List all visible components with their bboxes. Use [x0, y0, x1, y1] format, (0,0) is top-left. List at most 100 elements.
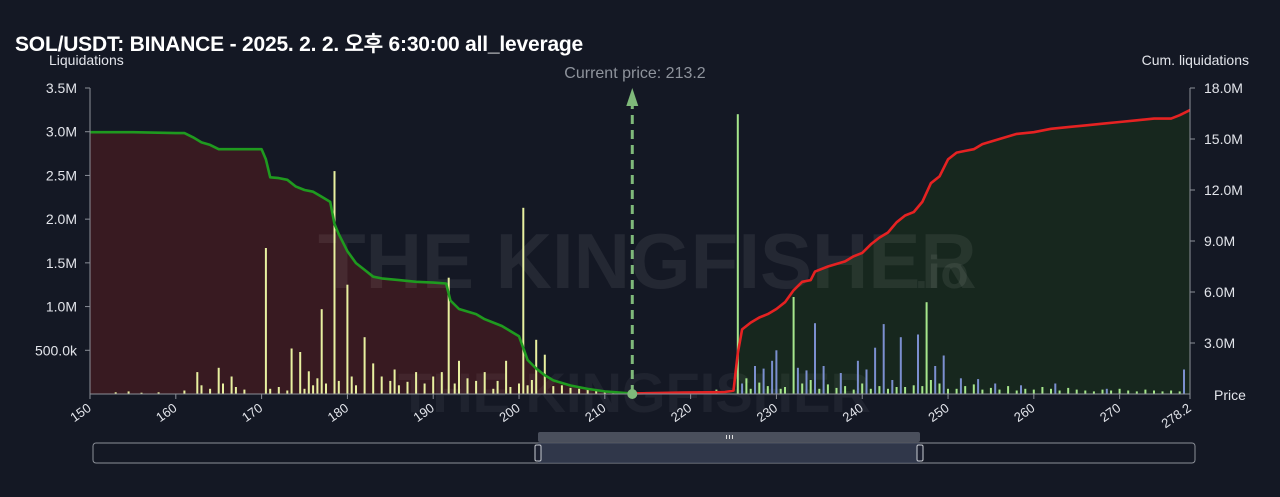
long-liquidation-bar: [316, 378, 319, 394]
right-tick-label: 12.0M: [1204, 182, 1243, 198]
short-liquidation-bar: [934, 366, 937, 394]
short-liquidation-bar: [1178, 391, 1181, 394]
short-liquidation-bar: [822, 366, 825, 394]
long-liquidation-bar: [393, 369, 396, 394]
price-axis-title: Price: [1214, 387, 1246, 403]
long-liquidation-bar: [595, 390, 598, 394]
long-liquidation-bar: [397, 385, 400, 394]
long-liquidation-bar: [475, 380, 478, 394]
x-tick-label: 250: [925, 400, 951, 425]
short-liquidation-bar: [736, 114, 739, 394]
short-liquidation-bar: [835, 387, 838, 394]
long-liquidation-bar: [350, 376, 353, 394]
long-liquidation-bar: [505, 360, 508, 394]
right-tick-label: 18.0M: [1204, 80, 1243, 96]
long-liquidation-bar: [406, 381, 409, 394]
short-liquidation-bar: [805, 370, 808, 394]
short-liquidation-bar: [1092, 391, 1095, 394]
short-liquidation-bar: [904, 387, 907, 394]
short-liquidation-bar: [1084, 390, 1087, 394]
short-liquidation-bar: [959, 378, 962, 394]
long-liquidation-bar: [458, 360, 460, 394]
long-liquidation-bar: [363, 337, 366, 394]
short-liquidation-bar: [989, 387, 992, 394]
long-liquidation-bar: [526, 385, 529, 394]
long-liquidation-bar: [230, 376, 233, 394]
short-liquidation-bar: [1161, 391, 1164, 394]
long-liquidation-bar: [209, 388, 212, 394]
short-liquidation-bar: [1170, 390, 1173, 394]
long-liquidation-bar: [217, 367, 220, 394]
short-liquidation-bar: [895, 387, 898, 394]
long-liquidation-bar: [196, 372, 199, 394]
long-liquidation-bar: [372, 363, 375, 394]
left-tick-label: 2.0M: [46, 211, 77, 227]
x-tick-label: 160: [153, 400, 179, 425]
long-liquidation-bar: [586, 389, 589, 394]
long-liquidation-bar: [578, 388, 581, 394]
range-navigator[interactable]: [92, 432, 1196, 464]
grip-icon: [726, 435, 733, 439]
x-tick-label: 270: [1097, 400, 1123, 425]
short-liquidation-bar: [775, 350, 778, 394]
short-liquidation-bar: [964, 386, 967, 394]
short-liquidation-bar: [882, 324, 885, 394]
long-cumulative-area: [90, 132, 633, 394]
short-liquidation-bar: [921, 386, 924, 394]
long-liquidation-bar: [466, 378, 469, 394]
short-liquidation-bar: [874, 347, 877, 394]
long-liquidation-bar: [346, 284, 349, 394]
short-liquidation-bar: [852, 389, 855, 394]
navigator-handle-left[interactable]: [534, 444, 542, 462]
left-tick-label: 3.5M: [46, 80, 77, 96]
long-liquidation-bar: [299, 352, 302, 394]
long-liquidation-bar: [509, 387, 512, 394]
short-liquidation-bar: [779, 388, 782, 394]
short-liquidation-bar: [899, 337, 902, 394]
left-axis-title: Liquidations: [49, 52, 124, 68]
long-liquidation-bar: [127, 391, 130, 394]
navigator-selection[interactable]: [538, 443, 920, 463]
liquidation-bars: [114, 114, 1185, 394]
short-liquidation-bar: [1024, 388, 1027, 394]
long-liquidation-bar: [552, 386, 555, 394]
short-liquidation-bar: [1101, 389, 1104, 394]
navigator-handle-right[interactable]: [916, 444, 924, 462]
watermark-main-suffix: .io: [915, 246, 969, 298]
long-liquidation-bar: [483, 372, 486, 394]
short-liquidation-bar: [1020, 385, 1022, 394]
short-liquidation-bar: [826, 384, 829, 394]
long-liquidation-bar: [389, 380, 392, 394]
short-liquidation-bar: [861, 383, 864, 394]
long-liquidation-bar: [157, 392, 160, 394]
x-tick-label: 278.2: [1158, 400, 1193, 431]
long-liquidation-bar: [423, 383, 426, 394]
current-price-label: Current price: 213.2: [564, 65, 706, 82]
short-liquidation-bar: [1054, 383, 1057, 394]
short-cumulative-area: [632, 110, 1190, 394]
short-liquidation-bar: [1050, 388, 1052, 394]
long-liquidation-bar: [303, 388, 306, 394]
current-price-dot: [627, 389, 638, 399]
short-liquidation-bar: [771, 360, 774, 394]
short-liquidation-bar: [839, 373, 842, 394]
long-liquidation-bar: [432, 376, 435, 394]
current-price-arrow: [626, 88, 639, 106]
long-liquidation-bar: [307, 371, 310, 394]
short-liquidation-bar: [741, 383, 744, 394]
short-liquidation-bar: [929, 380, 932, 394]
short-liquidation-bar: [1110, 390, 1113, 394]
short-liquidation-bar: [1144, 389, 1147, 394]
short-liquidation-bar: [844, 386, 847, 394]
long-liquidation-bar: [530, 380, 533, 394]
long-liquidation-bar: [415, 372, 418, 394]
cumulative-areas: [90, 110, 1190, 394]
short-liquidation-bar: [925, 302, 928, 394]
long-liquidation-bar: [496, 380, 499, 394]
long-liquidation-bar: [277, 387, 280, 394]
short-liquidation-bar: [749, 388, 752, 394]
short-liquidation-bar: [1032, 389, 1035, 394]
long-liquidation-bar: [269, 388, 272, 394]
long-liquidation-bar: [183, 390, 186, 394]
short-liquidation-bar: [1183, 369, 1185, 394]
